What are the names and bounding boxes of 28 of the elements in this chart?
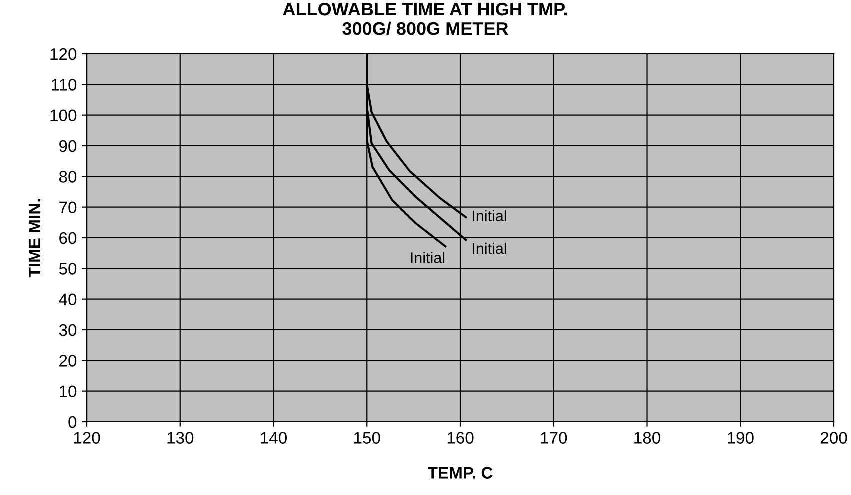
x-axis-title: TEMP. C	[428, 467, 493, 479]
y-tick-label: 90	[60, 140, 77, 152]
y-tick-label: 10	[60, 386, 77, 398]
x-tick-label: 180	[634, 432, 661, 444]
y-tick-label: 50	[59, 263, 77, 275]
x-tick-label: 190	[728, 432, 754, 444]
y-tick-label: 30	[59, 324, 77, 336]
x-tick-label: 140	[261, 432, 288, 444]
y-tick-label: 70	[60, 202, 77, 214]
y-tick-label: 120	[50, 48, 77, 60]
x-tick-label: 130	[168, 432, 194, 444]
y-axis-title: TIME MIN.	[28, 199, 40, 278]
x-tick-label: 160	[448, 432, 474, 444]
series-label: Initial	[411, 252, 445, 264]
y-tick-label: 80	[59, 171, 77, 183]
y-tick-label: 0	[68, 416, 77, 428]
y-tick-label: 40	[59, 294, 77, 306]
y-tick-label: 60	[60, 232, 77, 244]
y-tick-label: 110	[52, 79, 77, 91]
x-tick-label: 200	[820, 432, 848, 444]
x-tick-label: 120	[74, 432, 100, 444]
series-label: Initial	[473, 242, 506, 254]
chart-title: ALLOWABLE TIME AT HIGH TMP. 300G/ 800G METER	[283, 2, 568, 36]
x-tick-label: 170	[541, 432, 568, 444]
y-tick-label: 100	[50, 110, 77, 122]
series-label: Initial	[473, 210, 506, 222]
x-tick-label: 150	[354, 432, 380, 444]
y-tick-label: 20	[60, 355, 77, 367]
